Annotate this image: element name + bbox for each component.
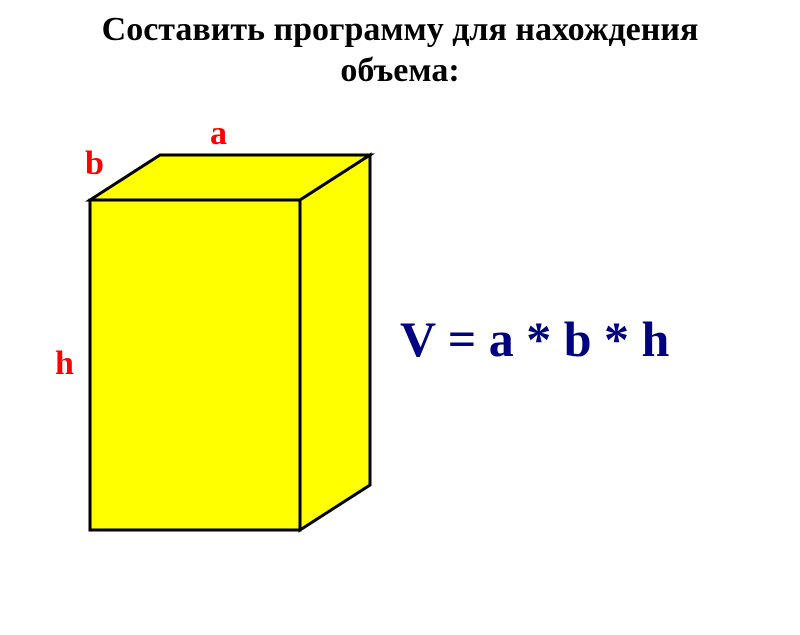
- title: Составить программу для нахождения объем…: [0, 10, 800, 92]
- cuboid-side-face: [300, 155, 370, 530]
- label-h: h: [55, 345, 74, 383]
- title-line-1: Составить программу для нахождения: [0, 10, 800, 51]
- label-b: b: [85, 145, 104, 183]
- volume-formula: V = a * b * h: [400, 310, 669, 368]
- cuboid-diagram: [70, 135, 470, 635]
- label-a: a: [210, 115, 227, 153]
- title-line-2: объема:: [0, 51, 800, 92]
- cuboid-front-face: [90, 200, 300, 530]
